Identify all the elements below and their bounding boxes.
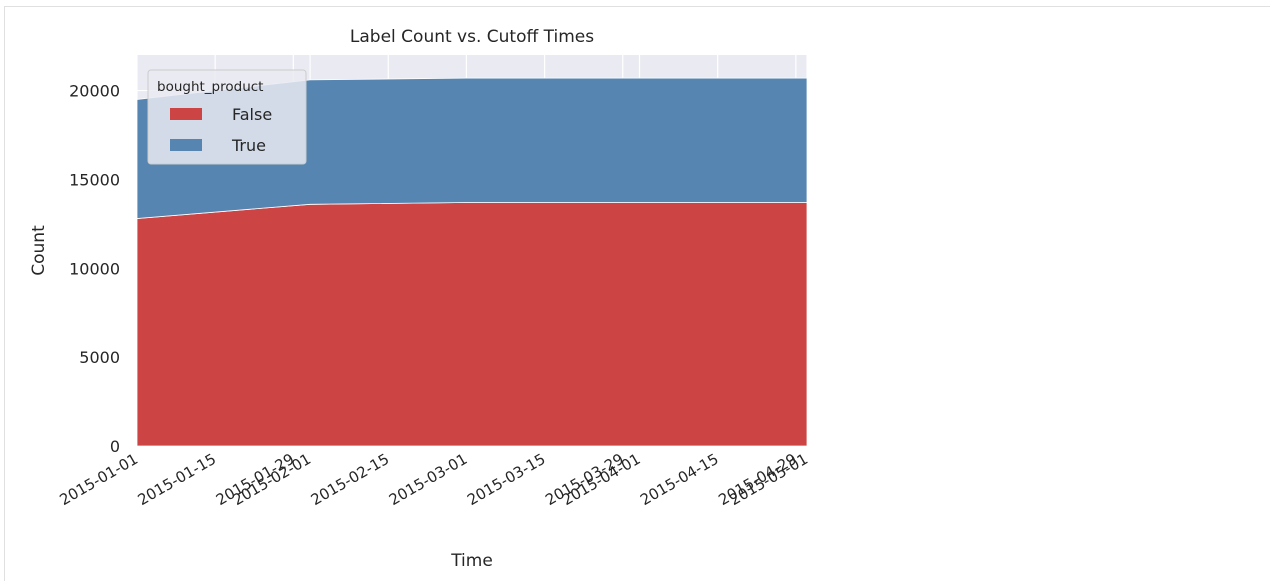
legend-items: False True	[170, 105, 272, 155]
x-tick-labels: 2015-01-012015-01-152015-01-292015-02-01…	[56, 450, 811, 509]
y-tick-label: 15000	[69, 170, 120, 189]
legend-title: bought_product	[157, 79, 263, 95]
x-axis-label: Time	[450, 551, 493, 571]
y-tick-label: 10000	[69, 259, 120, 278]
x-tick-label: 2015-03-01	[386, 450, 471, 509]
legend-label-false: False	[232, 105, 272, 124]
x-tick-label: 2015-02-15	[308, 450, 393, 509]
y-axis-label: Count	[29, 225, 49, 276]
output-cell-frame	[4, 6, 1270, 581]
y-tick-labels: 0 5000 10000 15000 20000	[69, 82, 120, 456]
y-tick-label: 5000	[79, 348, 120, 367]
x-tick-label: 2015-01-15	[135, 450, 220, 509]
legend-label-true: True	[231, 136, 266, 155]
legend-swatch-false	[170, 108, 202, 120]
y-tick-label: 20000	[69, 82, 120, 101]
chart-title: Label Count vs. Cutoff Times	[350, 27, 594, 47]
x-tick-label: 2015-04-15	[637, 450, 722, 509]
legend: bought_product False True	[147, 69, 307, 165]
y-tick-label: 0	[110, 437, 120, 456]
x-tick-label: 2015-03-15	[464, 450, 549, 509]
area-series-false	[136, 202, 808, 447]
x-tick-label: 2015-01-01	[56, 450, 141, 509]
legend-swatch-true	[170, 139, 202, 151]
